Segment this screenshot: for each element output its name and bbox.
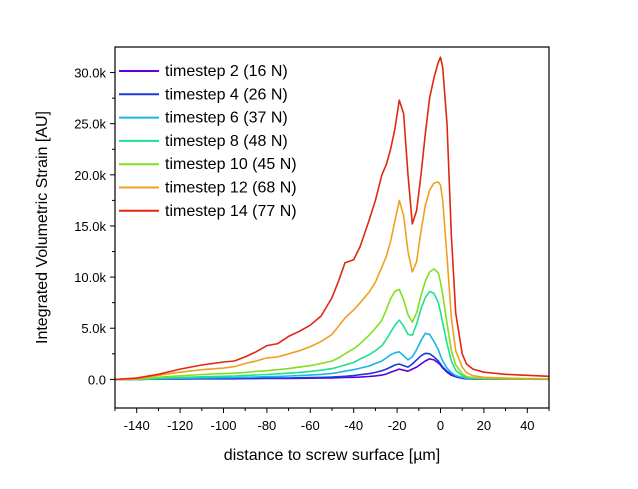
x-tick-label: -100 bbox=[210, 418, 236, 433]
y-tick-label: 30.0k bbox=[74, 66, 106, 81]
y-tick-label: 5.0k bbox=[81, 321, 106, 336]
y-tick-label: 20.0k bbox=[74, 168, 106, 183]
x-tick-label: -60 bbox=[301, 418, 320, 433]
legend-label-2: timestep 4 (26 N) bbox=[165, 86, 288, 103]
series-line-4 bbox=[115, 290, 550, 381]
x-tick-label: 40 bbox=[520, 418, 534, 433]
legend-label-1: timestep 2 (16 N) bbox=[165, 63, 288, 80]
legend-label-4: timestep 8 (48 N) bbox=[165, 133, 288, 150]
series-line-5 bbox=[115, 268, 550, 381]
y-tick-label: 10.0k bbox=[74, 270, 106, 285]
x-tick-label: 0 bbox=[437, 418, 444, 433]
x-axis-title: distance to screw surface [µm] bbox=[224, 447, 440, 464]
legend-label-3: timestep 6 (37 N) bbox=[165, 110, 288, 127]
series-line-2 bbox=[115, 352, 549, 381]
y-tick-label: 0.0 bbox=[88, 372, 106, 387]
y-tick-label: 25.0k bbox=[74, 117, 106, 132]
y-axis-title: Integrated Volumetric Strain [AU] bbox=[34, 111, 51, 344]
plot-lines bbox=[114, 56, 550, 381]
y-tick-label: 15.0k bbox=[74, 219, 106, 234]
x-tick-label: 20 bbox=[477, 418, 491, 433]
legend-label-5: timestep 10 (45 N) bbox=[165, 156, 297, 173]
x-tick-label: -40 bbox=[344, 418, 363, 433]
x-tick-label: -140 bbox=[124, 418, 150, 433]
series-line-6 bbox=[114, 181, 550, 381]
y-axis: 0.0 5.0k 10.0k 15.0k 20.0k 25.0k 30.0k bbox=[74, 66, 115, 387]
legend: timestep 2 (16 N) timestep 4 (26 N) timest… bbox=[119, 63, 297, 220]
x-axis: -140 -120 -100 -80 -60 -40 -20 0 20 40 bbox=[114, 408, 550, 433]
legend-label-6: timestep 12 (68 N) bbox=[165, 180, 297, 197]
legend-label-7: timestep 14 (77 N) bbox=[165, 203, 297, 220]
x-tick-label: -120 bbox=[167, 418, 193, 433]
x-tick-label: -80 bbox=[258, 418, 277, 433]
series-line-3 bbox=[115, 332, 550, 381]
x-tick-label: -20 bbox=[388, 418, 407, 433]
series-line-7 bbox=[114, 56, 550, 381]
